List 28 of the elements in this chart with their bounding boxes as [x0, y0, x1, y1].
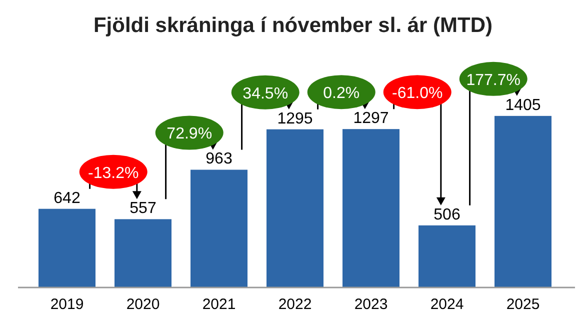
data-label: 557 — [130, 200, 156, 218]
x-tick-label: 2025 — [506, 296, 540, 313]
x-tick-label: 2023 — [354, 296, 388, 313]
data-label: 1297 — [353, 110, 389, 128]
data-label: 1295 — [277, 110, 313, 128]
text: 0.2% — [323, 85, 360, 102]
text: 34.5% — [242, 85, 288, 102]
x-tick-label: 2021 — [202, 296, 236, 313]
bar — [342, 129, 400, 287]
bar — [38, 208, 96, 287]
bar — [418, 225, 476, 287]
bar — [266, 129, 324, 287]
x-tick-label: 2020 — [126, 296, 160, 313]
annotation: 72.9% — [166, 126, 212, 143]
text: 177.7% — [466, 72, 520, 89]
chart-title: Fjöldi skráninga í nóvember sl. ár (MTD) — [93, 14, 493, 37]
x-tick-label: 2024 — [430, 296, 464, 313]
annotation: -13.2% — [88, 164, 139, 182]
bar — [190, 170, 248, 287]
data-label: 506 — [434, 206, 460, 224]
text: -61.0% — [392, 85, 443, 102]
data-label: 642 — [54, 190, 80, 207]
bar — [494, 116, 552, 287]
x-tick-label: 2019 — [50, 296, 84, 313]
x-tick-label: 2022 — [278, 296, 312, 313]
bar — [114, 219, 172, 287]
data-label: 963 — [206, 150, 232, 168]
data-label: 1405 — [505, 96, 541, 114]
